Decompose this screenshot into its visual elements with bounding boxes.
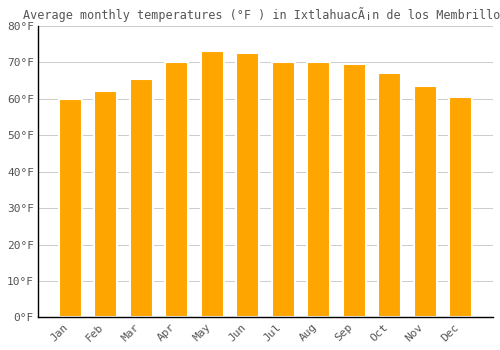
- Bar: [166, 62, 188, 317]
- Bar: [308, 62, 330, 317]
- Bar: [343, 64, 366, 317]
- Bar: [272, 62, 295, 317]
- Bar: [94, 91, 118, 317]
- Title: Average monthly temperatures (°F ) in IxtlahuacÃ¡n de los Membrillos: Average monthly temperatures (°F ) in Ix…: [24, 7, 500, 22]
- Bar: [130, 79, 153, 317]
- Bar: [201, 51, 224, 317]
- Bar: [414, 86, 437, 317]
- Bar: [236, 53, 260, 317]
- Bar: [378, 73, 402, 317]
- Bar: [59, 99, 82, 317]
- Bar: [450, 97, 472, 317]
